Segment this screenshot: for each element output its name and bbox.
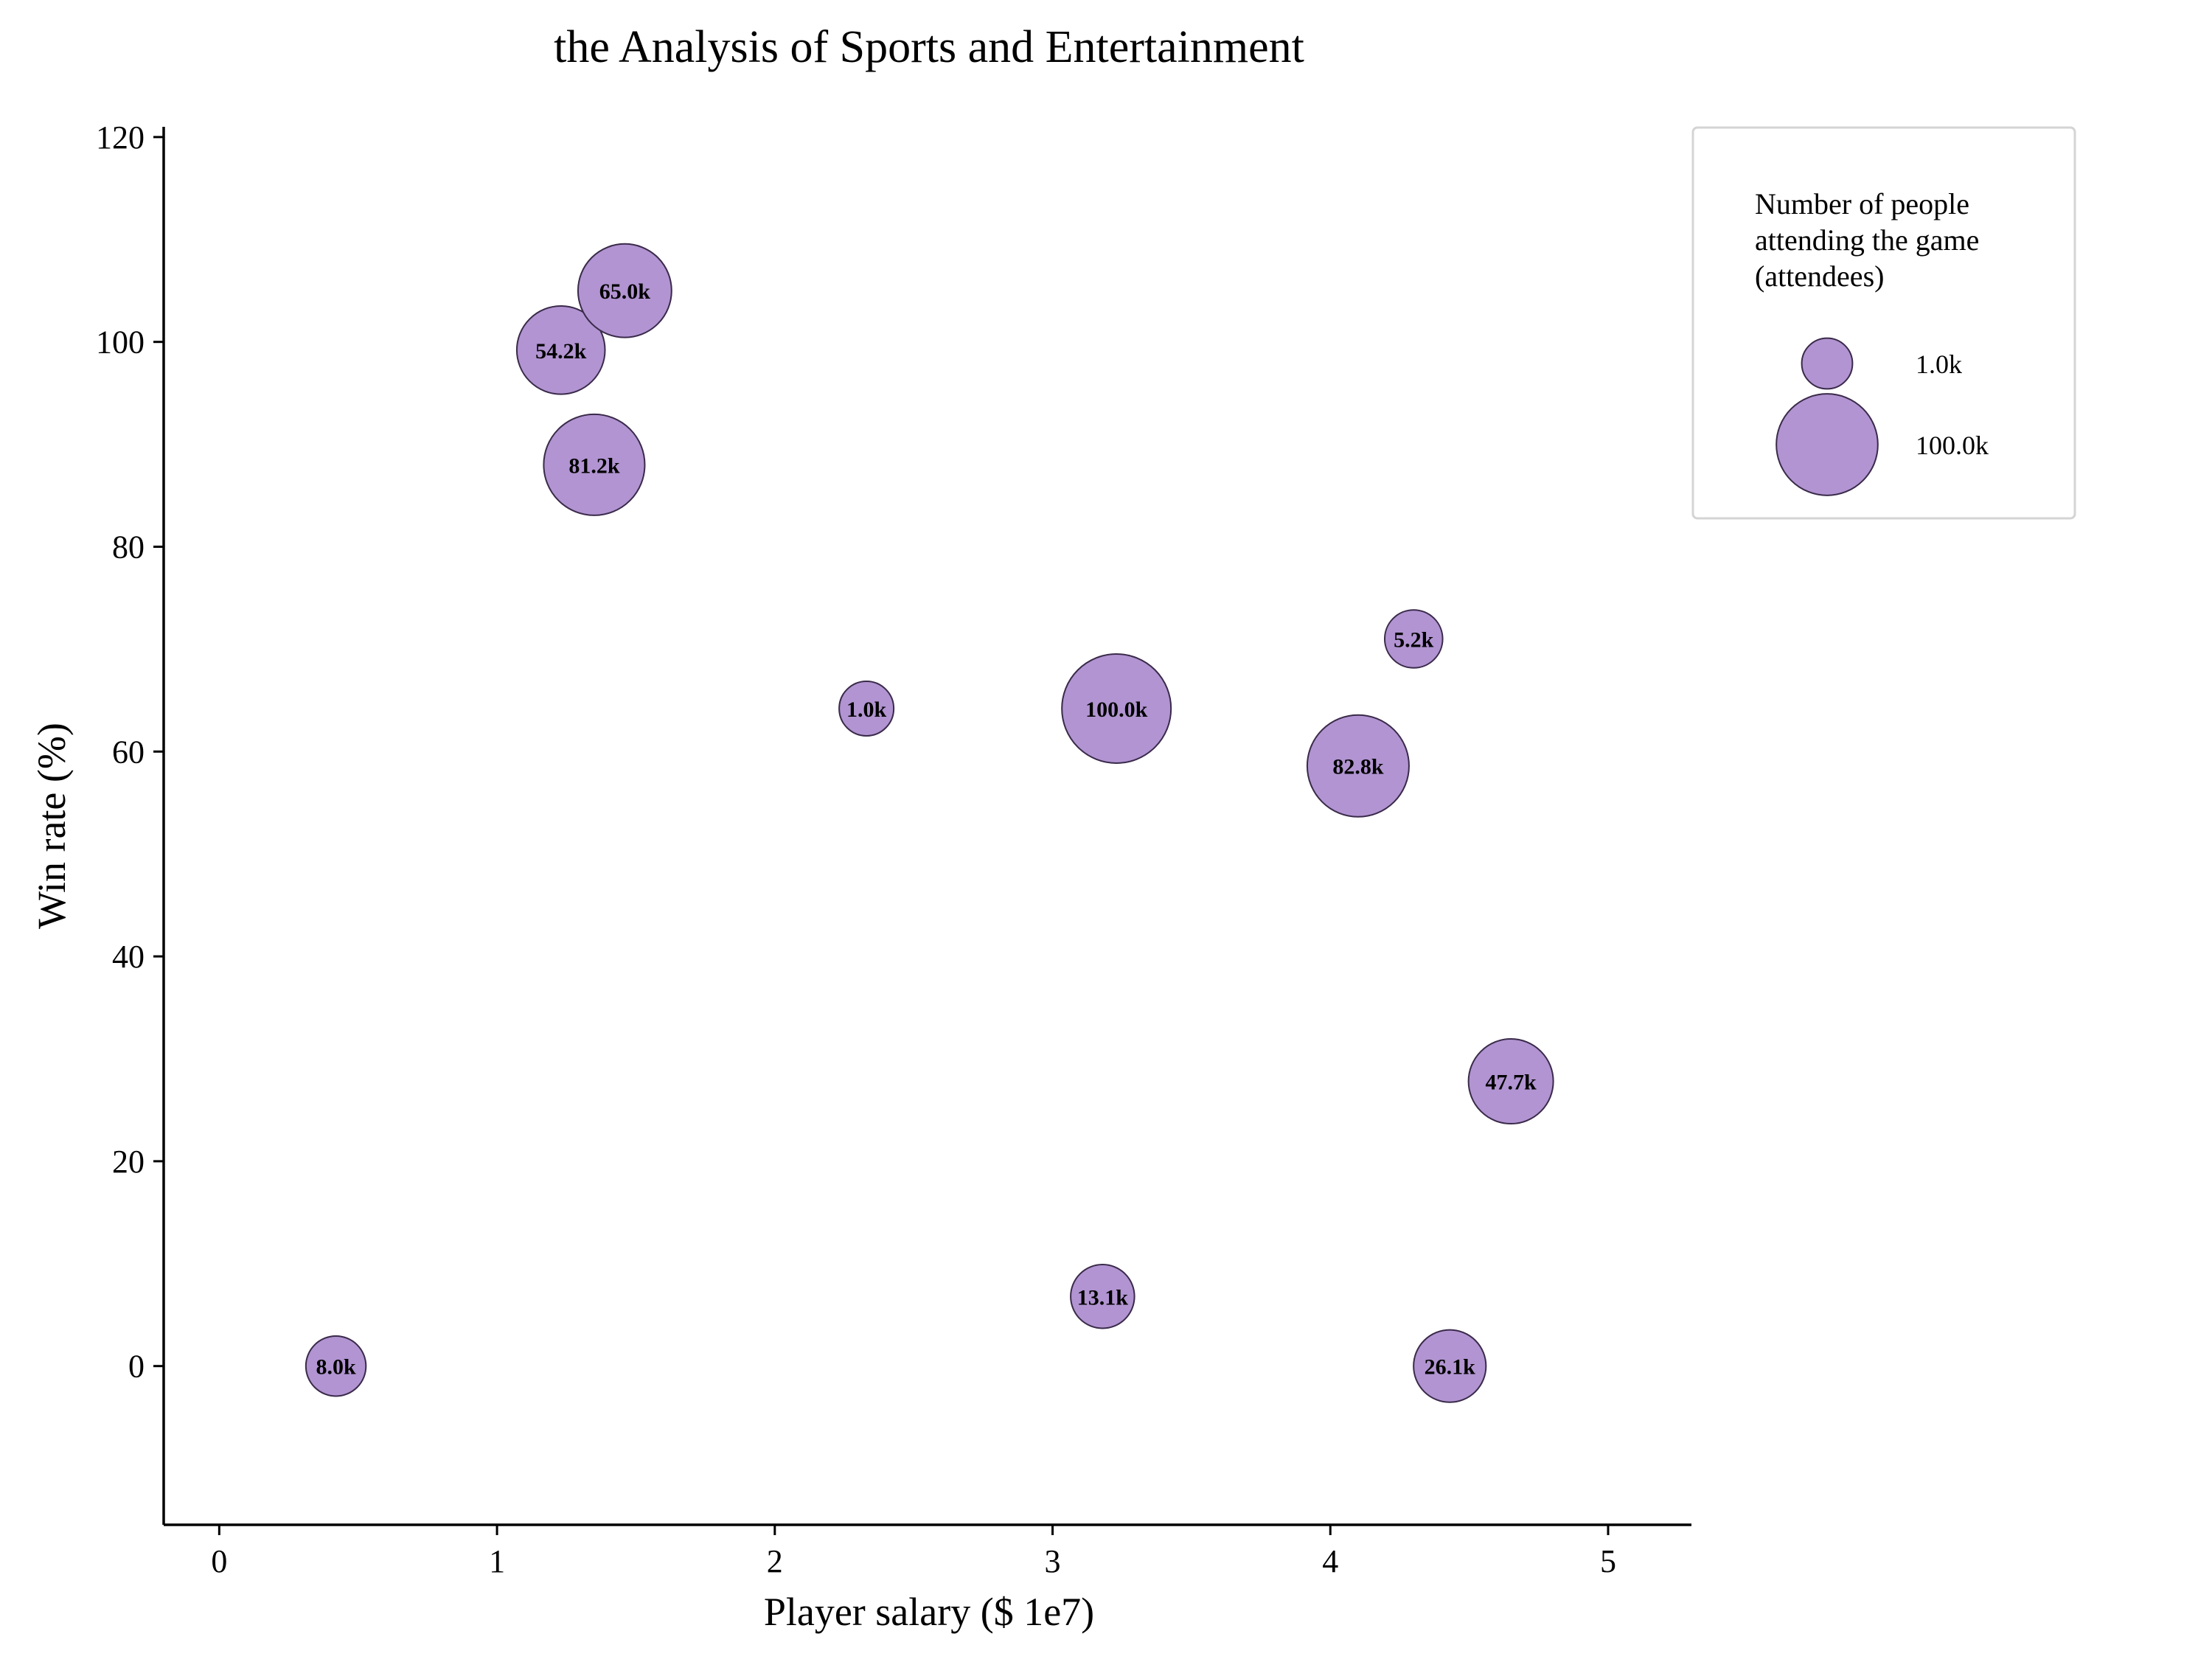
bubble-data-label: 82.8k: [1332, 755, 1384, 779]
bubbles: 8.0k 54.2k 65.0k 81.2k 1.0k 100.0k 5.2k 82.8k 47…: [305, 243, 1554, 1403]
bubble-point: [1306, 714, 1410, 818]
y-tick-label: 60: [112, 734, 145, 770]
y-axis-label: Win rate (%): [29, 723, 74, 929]
bubble-data-label: 26.1k: [1425, 1355, 1476, 1380]
x-axis-label: Player salary ($ 1e7): [764, 1590, 1094, 1634]
y-tick-label: 120: [96, 119, 145, 156]
y-tick-label: 0: [128, 1349, 145, 1385]
bubble-point: [1383, 609, 1444, 669]
x-tick-label: 4: [1322, 1543, 1338, 1579]
legend-size-marker: [1801, 337, 1854, 390]
legend-size-marker: [1775, 393, 1879, 496]
y-tick-label: 80: [112, 529, 145, 565]
bubble-point: [543, 413, 646, 516]
bubble-data-label: 54.2k: [535, 339, 587, 364]
bubble-data-label: 5.2k: [1394, 628, 1434, 653]
y-tick-label: 40: [112, 939, 145, 975]
x-tick-label: 2: [767, 1543, 783, 1579]
bubble-data-label: 8.0k: [316, 1355, 356, 1380]
legend-box: [1691, 126, 2076, 520]
chart-title: the Analysis of Sports and Entertainment: [554, 22, 1304, 72]
y-ticks: 0 20 40 60 80 100 120: [96, 119, 164, 1385]
bubble-data-label: 65.0k: [599, 279, 651, 304]
x-tick-label: 1: [489, 1543, 505, 1579]
bubble-point: [515, 305, 606, 395]
bubble-data-label: 1.0k: [846, 698, 887, 722]
bubble-data-label: 13.1k: [1077, 1285, 1129, 1310]
bubble-point: [305, 1335, 367, 1397]
legend-size-label: 1.0k: [1916, 349, 1962, 379]
bubble-data-label: 100.0k: [1085, 698, 1148, 722]
bubble-data-label: 47.7k: [1486, 1071, 1537, 1095]
legend: Number of people attending the game (att…: [1691, 126, 2076, 520]
legend-title-line-3: (attendees): [1755, 260, 1884, 293]
x-tick-label: 0: [211, 1543, 227, 1579]
bubble-point: [1413, 1329, 1487, 1403]
bubble-point: [577, 243, 672, 338]
bubble-data-label: 81.2k: [568, 453, 620, 478]
bubble-point: [1070, 1263, 1135, 1329]
bubble-point: [1467, 1038, 1554, 1125]
x-tick-label: 5: [1600, 1543, 1616, 1579]
legend-size-label: 100.0k: [1916, 431, 1989, 460]
bubble-point: [838, 680, 895, 737]
x-ticks: 0 1 2 3 4 5: [211, 1525, 1616, 1579]
bubble-point: [1061, 653, 1172, 764]
axes: [162, 127, 1691, 1526]
y-tick-label: 20: [112, 1144, 145, 1180]
legend-entries: 1.0k 100.0k: [1775, 337, 1989, 496]
legend-title-line-2: attending the game: [1755, 223, 1979, 257]
legend-title-line-1: Number of people: [1755, 187, 1969, 220]
y-tick-label: 100: [96, 324, 145, 361]
x-tick-label: 3: [1045, 1543, 1061, 1579]
